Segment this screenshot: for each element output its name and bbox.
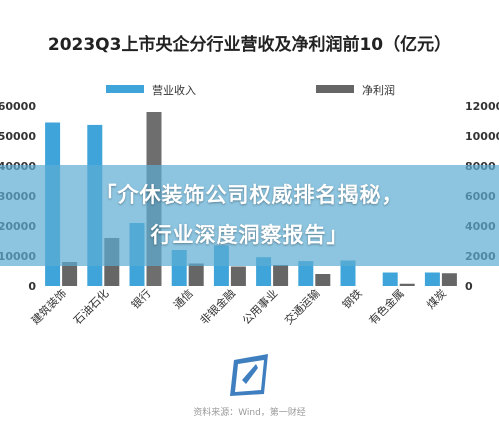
legend-label-revenue: 营业收入 [152,84,196,97]
bar-profit [230,266,246,286]
y-left-tick-label: 60000 [0,100,36,113]
bar-profit [315,274,331,286]
banner-line-2: 行业深度洞察报告」 [150,223,349,247]
bar-revenue [424,272,440,286]
y-left-tick-label: 0 [28,280,36,293]
x-category-label: 钢铁 [340,287,365,312]
y-right-tick-label: 0 [465,280,473,293]
bar-profit [399,283,415,286]
headline-banner: 「介休装饰公司权威排名揭秘， 行业深度洞察报告」 [0,165,499,266]
bar-revenue [298,261,314,286]
x-category-label: 交通运输 [281,286,322,327]
y-right-tick-label: 10000 [465,130,499,143]
bar-revenue [340,260,356,286]
source-note: 资料来源：Wind，第一财经 [193,408,306,418]
legend-swatch-profit [316,85,354,93]
bar-profit [62,262,78,286]
x-category-label: 银行 [128,286,153,311]
y-right-tick-label: 12000 [465,100,499,113]
chart-title: 2023Q3上市央企分行业营收及净利润前10（亿元） [47,35,452,55]
bar-profit [273,265,289,286]
banner-line-1: 「介休装饰公司权威排名揭秘， [95,183,404,207]
bar-profit [188,263,204,286]
bar-revenue [382,272,398,286]
legend-swatch-revenue [106,85,144,93]
x-category-label: 非银金融 [197,286,238,327]
x-category-label: 有色金属 [366,286,407,327]
x-category-label: 公用事业 [240,287,280,327]
bar-profit [441,273,457,286]
y-left-tick-label: 50000 [0,130,36,143]
x-category-label: 石油石化 [70,286,111,327]
x-category-label: 通信 [171,287,196,312]
legend-label-profit: 净利润 [362,84,395,97]
x-category-label: 煤炭 [424,287,449,312]
wind-flag-logo-icon [226,350,276,400]
